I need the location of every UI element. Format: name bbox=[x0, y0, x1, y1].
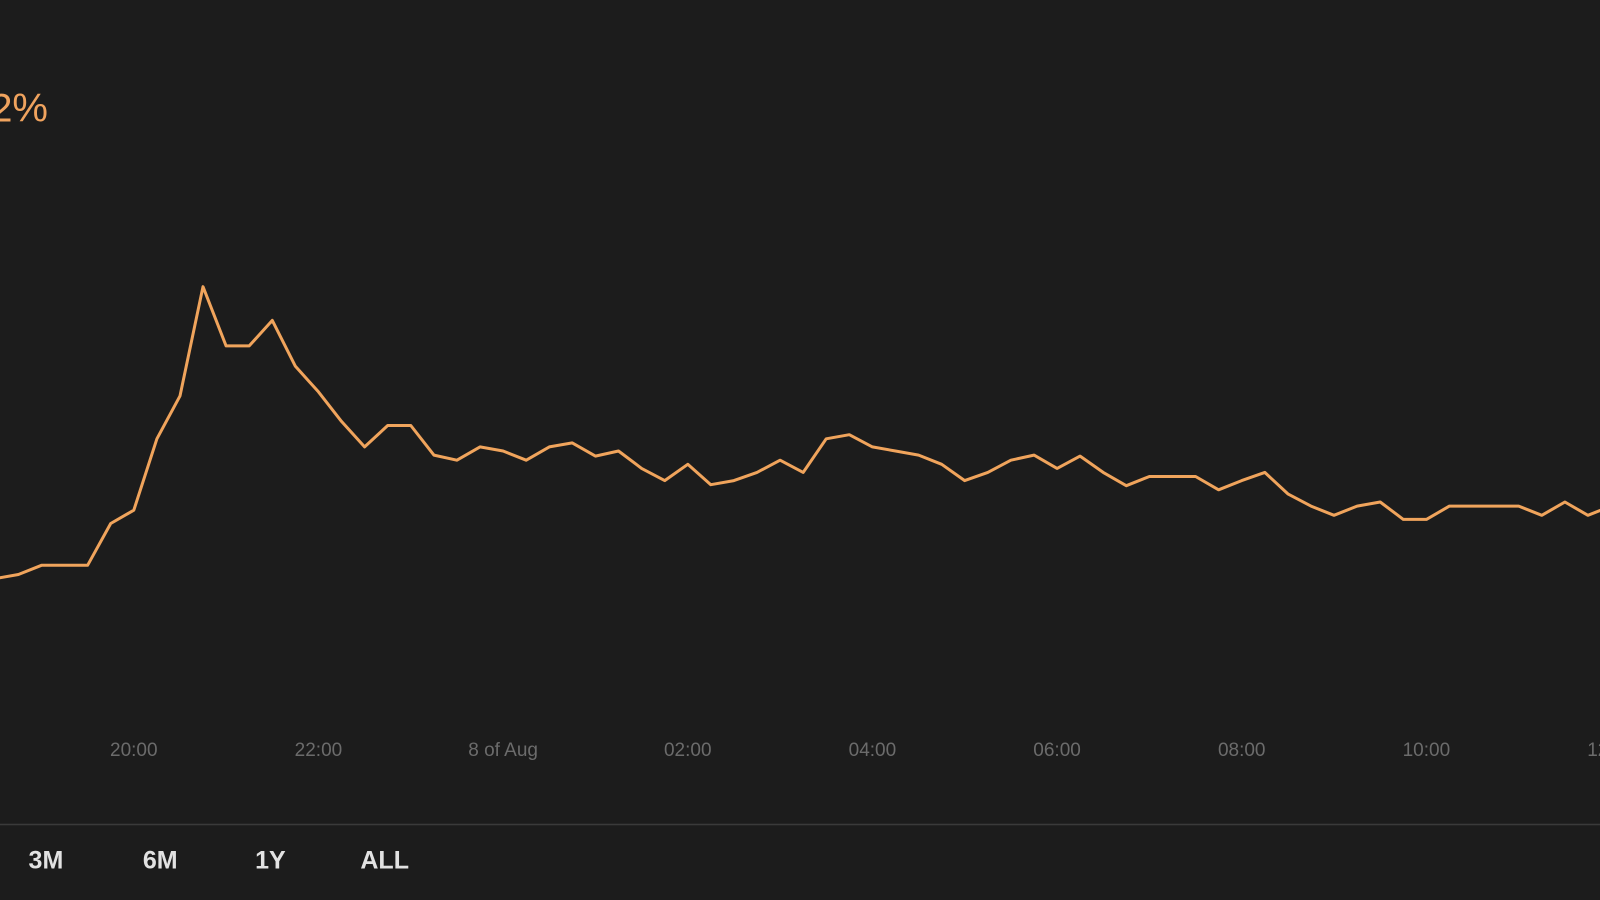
range-button[interactable]: 6M bbox=[143, 847, 178, 875]
x-tick-label: 22:00 bbox=[295, 740, 343, 761]
change-value: 2% bbox=[0, 87, 48, 131]
x-tick-label: 08:00 bbox=[1218, 740, 1266, 761]
x-tick-label: 06:00 bbox=[1033, 740, 1081, 761]
range-button[interactable]: 3M bbox=[29, 847, 64, 875]
price-line bbox=[0, 285, 1600, 580]
range-button[interactable]: 1Y bbox=[255, 847, 286, 875]
x-tick-label: 12:00 bbox=[1587, 740, 1600, 761]
x-tick-label: 8 of Aug bbox=[468, 740, 538, 761]
range-button[interactable]: ALL bbox=[360, 847, 409, 875]
x-tick-label: 02:00 bbox=[664, 740, 712, 761]
x-tick-label: 20:00 bbox=[110, 740, 158, 761]
x-tick-label: 04:00 bbox=[849, 740, 897, 761]
x-tick-label: 10:00 bbox=[1403, 740, 1451, 761]
